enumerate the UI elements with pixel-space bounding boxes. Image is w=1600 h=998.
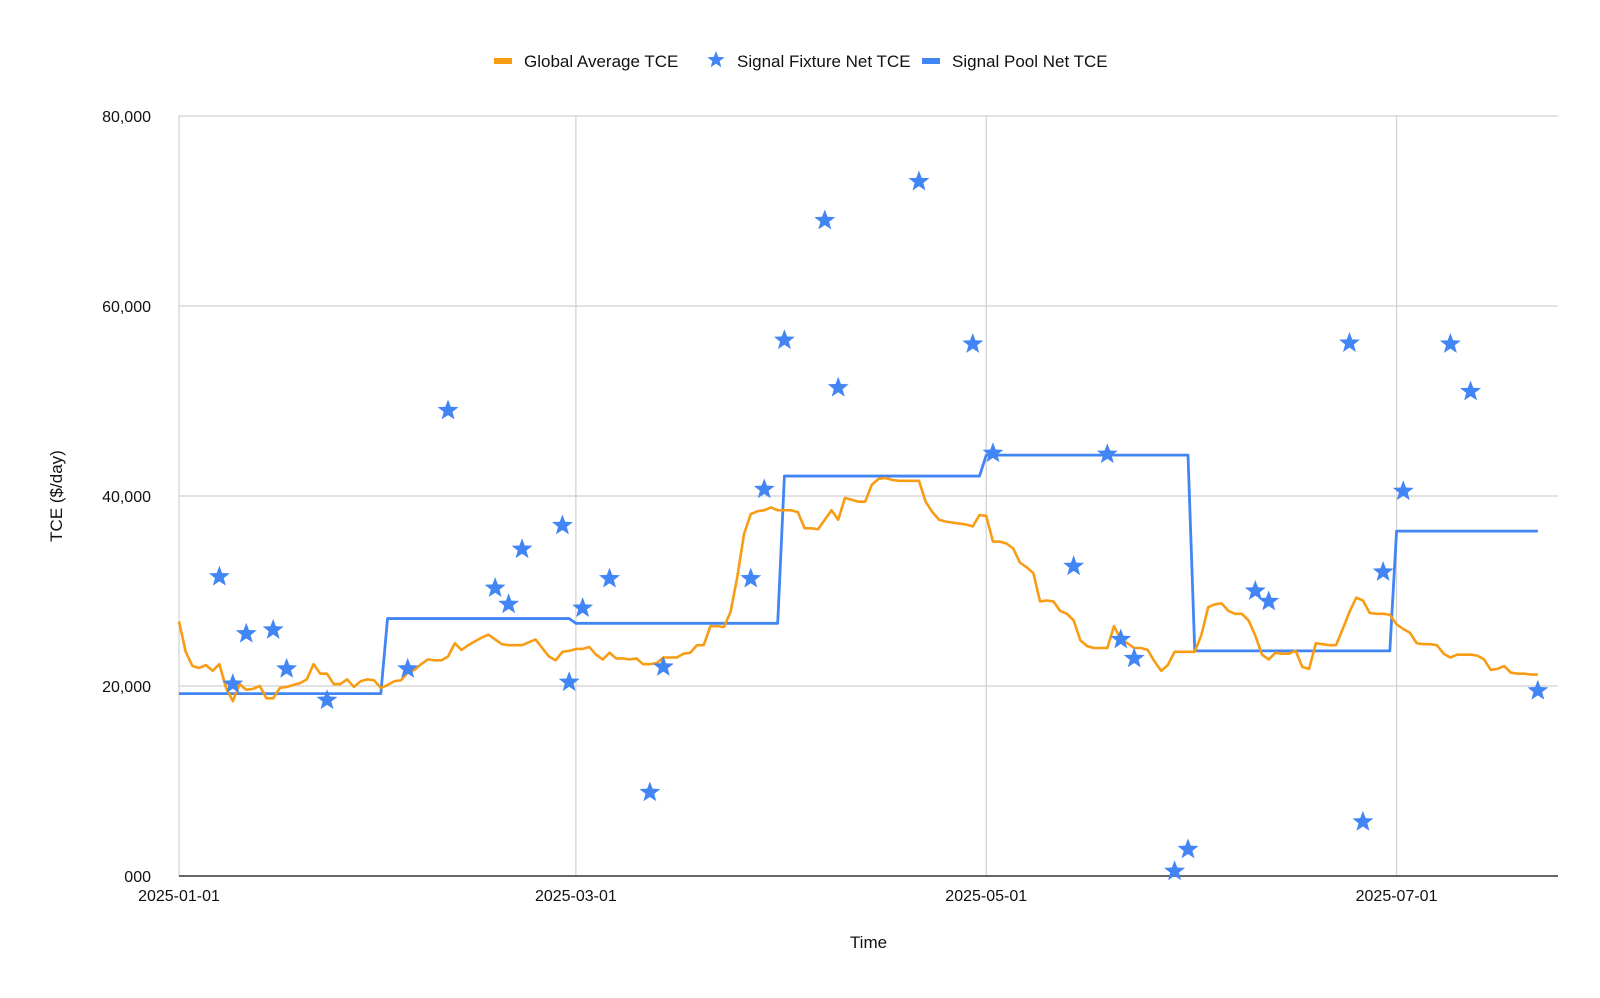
y-axis-ticks: 000 20,000 40,000 60,000 80,000 <box>102 109 151 886</box>
data-point-star <box>1244 580 1266 600</box>
series-line-global-average-tce <box>177 476 1538 703</box>
data-point-star <box>276 657 298 678</box>
y-tick-label: 60,000 <box>102 299 151 316</box>
data-point-star <box>773 329 795 350</box>
data-point-star <box>1439 333 1461 353</box>
data-point-star <box>222 673 244 693</box>
data-point-star <box>235 622 257 643</box>
x-axis-title: Time <box>850 933 887 952</box>
data-point-star <box>599 567 620 588</box>
data-point-star <box>1063 555 1085 576</box>
data-point-star <box>437 399 459 420</box>
data-point-star <box>558 671 580 692</box>
y-axis-title: TCE ($/day) <box>47 450 66 542</box>
x-tick-label: 2025-05-01 <box>945 888 1027 905</box>
data-point-star <box>1392 480 1414 501</box>
legend-item: Global Average TCE <box>494 52 678 71</box>
data-point-star <box>740 567 762 588</box>
data-point-star <box>1164 860 1186 881</box>
legend-label: Signal Fixture Net TCE <box>737 52 911 71</box>
data-point-star <box>982 442 1004 463</box>
data-point-star <box>1372 561 1394 581</box>
x-tick-label: 2025-01-01 <box>138 888 220 905</box>
data-point-star <box>484 577 506 598</box>
data-point-star <box>1352 810 1374 831</box>
x-tick-label: 2025-03-01 <box>535 888 617 905</box>
data-point-star <box>572 597 594 617</box>
data-point-star <box>908 170 930 191</box>
data-point-star <box>1177 838 1199 859</box>
y-tick-label: 80,000 <box>102 109 151 126</box>
data-point-star <box>551 514 573 535</box>
data-point-star <box>639 781 661 802</box>
legend-swatch <box>922 58 940 64</box>
data-point-star <box>208 565 230 586</box>
grid <box>178 115 1558 876</box>
data-point-star <box>827 376 849 397</box>
data-point-star <box>814 209 836 230</box>
series-layer <box>177 170 1549 881</box>
data-point-star <box>1258 590 1280 611</box>
data-point-star <box>1527 679 1549 700</box>
series-line-signal-pool-net-tce <box>179 453 1538 695</box>
data-point-star <box>1096 443 1118 464</box>
data-point-star <box>498 593 520 614</box>
data-point-star <box>1123 647 1145 668</box>
legend-swatch <box>494 58 512 64</box>
data-point-star <box>262 618 284 639</box>
data-point-star <box>511 538 533 559</box>
y-tick-label: 20,000 <box>102 679 151 696</box>
x-tick-label: 2025-07-01 <box>1356 888 1438 905</box>
legend-label: Global Average TCE <box>524 52 678 71</box>
legend-label: Signal Pool Net TCE <box>952 52 1108 71</box>
data-point-star <box>753 478 775 499</box>
legend-star-icon <box>707 51 725 68</box>
data-point-star <box>397 657 419 678</box>
y-tick-label: 40,000 <box>102 489 151 506</box>
data-point-star <box>316 689 338 710</box>
legend-item: Signal Fixture Net TCE <box>707 51 911 71</box>
data-point-star <box>1339 332 1360 352</box>
y-tick-label: 000 <box>124 869 151 886</box>
legend-item: Signal Pool Net TCE <box>922 52 1108 71</box>
x-axis-ticks: 2025-01-01 2025-03-01 2025-05-01 2025-07-01 <box>138 888 1438 905</box>
legend: Global Average TCE Signal Fixture Net TCE… <box>494 51 1108 71</box>
data-point-star <box>962 333 984 353</box>
data-point-star <box>1460 380 1482 401</box>
data-point-star <box>652 656 674 676</box>
data-point-star <box>1110 628 1132 649</box>
